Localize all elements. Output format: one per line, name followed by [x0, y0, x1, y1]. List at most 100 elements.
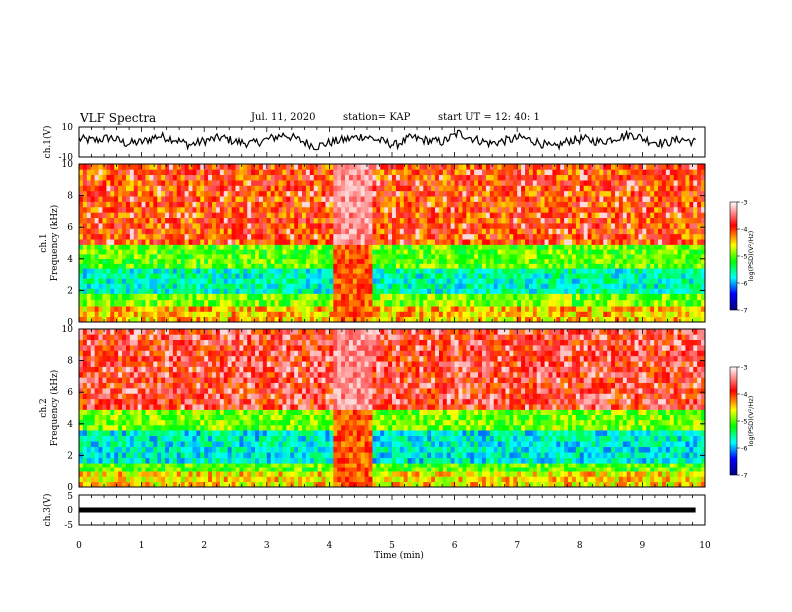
- spectrogram-cell: [82, 467, 88, 472]
- spectrogram-cell: [137, 201, 142, 208]
- spectrogram-cell: [219, 190, 225, 197]
- spectrogram-cell: [435, 299, 440, 307]
- spectrogram-cell: [568, 223, 573, 229]
- spectrogram-cell: [556, 306, 561, 312]
- spectrogram-cell: [133, 249, 138, 255]
- spectrogram-cell: [548, 169, 553, 176]
- spectrogram-cell: [481, 169, 487, 176]
- spectrogram-cell: [106, 174, 111, 181]
- spectrogram-cell: [235, 174, 240, 181]
- spectrogram-cell: [388, 164, 393, 170]
- spectrogram-cell: [646, 190, 651, 197]
- spectrogram-cell: [481, 293, 487, 301]
- spectrogram-cell: [165, 306, 170, 312]
- spectrogram-cell: [626, 169, 631, 176]
- spectrogram-cell: [423, 190, 428, 197]
- spectrogram-cell: [262, 263, 268, 269]
- spectrogram-cell: [661, 180, 667, 186]
- spectrogram-cell: [106, 254, 111, 260]
- spectrogram-cell: [661, 169, 667, 176]
- spectrogram-cell: [317, 273, 322, 279]
- spectrogram-cell: [411, 273, 416, 279]
- spectrogram-cell: [689, 164, 694, 170]
- spectrogram-cell: [591, 263, 596, 269]
- spectrogram-cell: [673, 283, 678, 289]
- spectrogram-cell: [575, 249, 581, 255]
- spectrogram-cell: [219, 185, 225, 192]
- spectrogram-cell: [693, 249, 698, 255]
- spectrogram-cell: [693, 239, 698, 245]
- spectrogram-cell: [532, 180, 538, 186]
- spectrogram-cell: [184, 185, 189, 192]
- spectrogram-cell: [450, 258, 455, 264]
- spectrogram-cell: [665, 258, 671, 264]
- spectrogram-cell: [231, 185, 236, 192]
- spectrogram-cell: [345, 306, 350, 312]
- spectrogram-cell: [611, 311, 616, 318]
- spectrogram-cell: [509, 190, 514, 197]
- spectrogram-cell: [90, 441, 95, 448]
- spectrogram-cell: [466, 244, 471, 250]
- spectrogram-cell: [141, 283, 146, 289]
- spectrogram-cell: [513, 201, 518, 208]
- spectrogram-cell: [200, 273, 205, 279]
- spectrogram-cell: [579, 299, 585, 307]
- spectrogram-cell: [309, 311, 315, 318]
- spectrogram-cell: [86, 476, 92, 483]
- spectrogram-cell: [646, 268, 651, 274]
- spectrogram-cell: [82, 388, 88, 394]
- spectrogram-cell: [266, 169, 272, 176]
- spectrogram-cell: [172, 174, 178, 181]
- spectrogram-cell: [133, 233, 138, 240]
- spectrogram-cell: [458, 169, 463, 176]
- spectrogram-cell: [368, 258, 373, 264]
- spectrogram-cell: [294, 273, 299, 279]
- spectrogram-cell: [341, 196, 346, 202]
- spectrogram-cell: [294, 288, 299, 294]
- spectrogram-cell: [141, 223, 146, 229]
- spectrogram-cell: [352, 180, 358, 186]
- spectrogram-cell: [137, 217, 142, 224]
- spectrogram-cell: [86, 393, 92, 400]
- spectrogram-cell: [153, 223, 158, 229]
- spectrogram-cell: [392, 190, 397, 197]
- spectrogram-cell: [114, 288, 119, 294]
- spectrogram-cell: [509, 164, 514, 170]
- spectrogram-cell: [172, 239, 178, 245]
- spectrogram-cell: [603, 201, 608, 208]
- spectrogram-cell: [122, 316, 127, 323]
- spectrogram-cell: [525, 174, 530, 181]
- spectrogram-cell: [435, 228, 440, 235]
- spectrogram-cell: [615, 190, 620, 197]
- spectrogram-cell: [595, 316, 600, 323]
- spectrogram-cell: [685, 201, 690, 208]
- spectrogram-cell: [654, 306, 659, 312]
- spectrogram-cell: [470, 164, 475, 170]
- spectrogram-cell: [239, 190, 244, 197]
- spectrogram-cell: [411, 196, 416, 202]
- spectrogram-cell: [153, 311, 158, 318]
- spectrogram-cell: [431, 258, 436, 264]
- spectrogram-cell: [188, 185, 193, 192]
- spectrogram-cell: [544, 249, 549, 255]
- spectrogram-cell: [642, 263, 647, 269]
- spectrogram-cell: [521, 311, 526, 318]
- spectrogram-cell: [458, 306, 463, 312]
- spectrogram-cell: [141, 174, 146, 181]
- spectrogram-cell: [266, 306, 272, 312]
- spectrogram-cell: [274, 283, 279, 289]
- spectrogram-cell: [697, 254, 702, 260]
- spectrogram-cell: [571, 164, 577, 170]
- spectrogram-cell: [415, 190, 420, 197]
- spectrogram-cell: [196, 306, 201, 312]
- spectrogram-cell: [82, 463, 88, 468]
- spectrogram-cell: [403, 278, 408, 284]
- spectrogram-cell: [654, 223, 659, 229]
- spectrogram-cell: [380, 228, 385, 235]
- spectrogram-cell: [395, 239, 401, 245]
- spectrogram-cell: [255, 316, 260, 323]
- spectrogram-cell: [247, 299, 252, 307]
- spectrogram-cell: [333, 299, 338, 307]
- spectrogram-cell: [325, 164, 330, 170]
- spectrogram-cell: [317, 185, 322, 192]
